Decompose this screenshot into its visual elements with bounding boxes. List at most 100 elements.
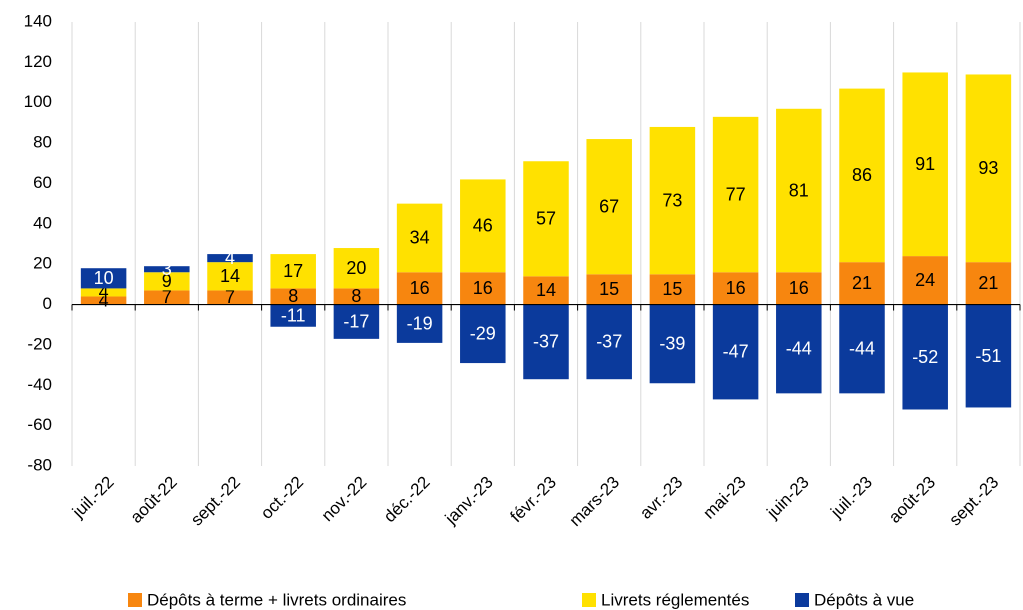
x-tick-label: déc.-22 — [380, 473, 434, 527]
bar-segment — [144, 290, 190, 305]
bar-segment — [965, 74, 1012, 263]
bar-segment — [776, 272, 822, 305]
bar-segment — [396, 304, 443, 343]
data-label: 67 — [599, 196, 619, 216]
data-label: 8 — [288, 286, 298, 306]
data-label: -11 — [281, 305, 306, 325]
data-label: 3 — [162, 259, 172, 279]
bar-segment — [270, 288, 316, 305]
y-tick-label: 0 — [43, 294, 52, 313]
bar-segment — [902, 256, 948, 305]
bar-segment — [80, 296, 127, 305]
bar-segment — [396, 203, 443, 273]
bar-segment — [523, 161, 569, 277]
data-label: 15 — [599, 279, 619, 299]
x-tick-label: sept.-22 — [187, 473, 244, 530]
data-label: -17 — [343, 311, 369, 331]
x-tick-label: nov.-22 — [318, 473, 371, 526]
data-label: 34 — [410, 228, 430, 248]
x-tick-label: oct.-22 — [257, 473, 307, 523]
bar-segment — [460, 304, 506, 364]
bar-segment — [270, 254, 316, 289]
bar-segment — [460, 272, 506, 305]
bar-segment — [586, 304, 632, 380]
y-tick-label: -60 — [27, 415, 52, 434]
data-label: 4 — [225, 248, 235, 268]
bar-segment — [80, 268, 127, 289]
data-label: 14 — [536, 280, 556, 300]
data-label: 86 — [852, 165, 872, 185]
bar-segment — [207, 290, 253, 305]
bar-segment — [333, 288, 380, 305]
y-tick-label: 100 — [24, 92, 52, 111]
bar-segment — [776, 108, 822, 273]
x-tick-label: janv.-23 — [441, 473, 497, 529]
data-label: -51 — [975, 346, 1001, 366]
data-label: 16 — [789, 278, 809, 298]
bar-segment — [902, 72, 948, 257]
data-label: -19 — [407, 313, 433, 333]
data-label: 20 — [346, 258, 366, 278]
bar-segment — [523, 276, 569, 305]
y-tick-label: 40 — [33, 213, 52, 232]
data-label: 7 — [225, 287, 235, 307]
data-label: 91 — [915, 154, 935, 174]
y-tick-label: 120 — [24, 52, 52, 71]
data-label: 4 — [99, 282, 109, 302]
bar-segment — [144, 266, 190, 273]
bar-segment — [965, 262, 1012, 305]
legend-swatch — [795, 593, 809, 607]
data-label: -39 — [659, 334, 685, 354]
bar-segment — [523, 304, 569, 380]
x-tick-label: août-23 — [885, 473, 939, 527]
bar-segment — [712, 272, 759, 305]
bar-segment — [333, 304, 380, 339]
data-label: 8 — [351, 286, 361, 306]
data-label: -37 — [533, 332, 559, 352]
legend-label: Livrets réglementés — [601, 590, 749, 609]
bar-segment — [649, 304, 696, 384]
bar-segment — [460, 179, 506, 273]
bar-segment — [712, 116, 759, 273]
x-tick-label: mai-23 — [699, 473, 749, 523]
data-label: 81 — [789, 180, 809, 200]
data-label: 16 — [473, 278, 493, 298]
y-tick-label: -40 — [27, 375, 52, 394]
data-label: 73 — [662, 190, 682, 210]
legend-label: Dépôts à vue — [814, 590, 914, 609]
bar-segment — [586, 274, 632, 305]
data-label: 57 — [536, 209, 556, 229]
x-tick-label: mars-23 — [566, 473, 624, 531]
x-tick-label: juin-23 — [763, 473, 813, 523]
bar-segment — [270, 304, 316, 327]
data-label: 77 — [726, 184, 746, 204]
x-tick-label: juil.-23 — [826, 473, 876, 523]
legend-swatch — [128, 593, 142, 607]
data-label: -47 — [723, 342, 749, 362]
bar-segment — [396, 272, 443, 305]
data-label: 10 — [94, 268, 114, 288]
data-label: 21 — [852, 273, 872, 293]
bar-segment — [712, 304, 759, 400]
y-tick-label: 80 — [33, 133, 52, 152]
data-label: -29 — [470, 324, 496, 344]
data-label: 24 — [915, 270, 935, 290]
y-tick-label: 140 — [24, 11, 52, 30]
bar-segment — [776, 304, 822, 394]
data-label: 16 — [410, 278, 430, 298]
bar-segment — [902, 304, 948, 410]
data-label: 4 — [99, 290, 109, 310]
y-tick-label: -80 — [27, 455, 52, 474]
bar-segment — [207, 254, 253, 263]
legend-label: Dépôts à terme + livrets ordinaires — [147, 590, 406, 609]
x-tick-label: août-22 — [127, 473, 181, 527]
data-label: 15 — [662, 279, 682, 299]
bar-segment — [839, 88, 885, 263]
data-label: 93 — [978, 158, 998, 178]
data-label: 7 — [162, 287, 172, 307]
data-label: 17 — [283, 261, 303, 281]
bar-segment — [207, 262, 253, 291]
bar-segment — [144, 272, 190, 291]
data-label: -44 — [786, 339, 812, 359]
